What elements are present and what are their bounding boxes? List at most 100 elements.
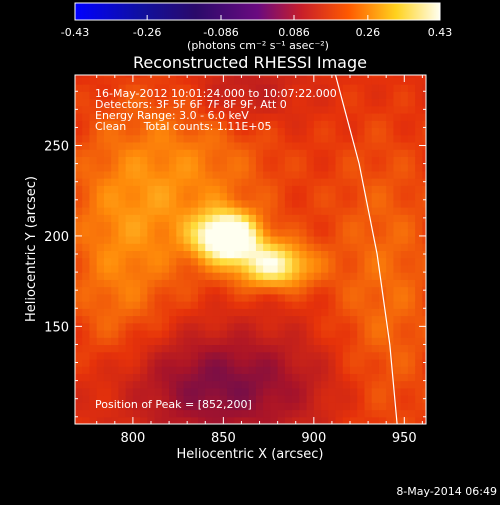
heatmap-cell (234, 366, 243, 374)
heatmap-cell (198, 337, 206, 346)
heatmap-cell (219, 185, 228, 194)
heatmap-cell (335, 279, 344, 288)
heatmap-cell (241, 308, 250, 317)
heatmap-cell (342, 163, 351, 172)
heatmap-cell (357, 322, 366, 331)
heatmap-cell (241, 214, 250, 223)
heatmap-cell (89, 149, 98, 157)
heatmap-cell (212, 373, 221, 382)
heatmap-cell (263, 127, 271, 136)
heatmap-cell (140, 301, 148, 309)
heatmap-cell (386, 337, 395, 346)
heatmap-cell (132, 250, 141, 259)
heatmap-cell (321, 149, 329, 157)
heatmap-cell (357, 228, 366, 237)
heatmap-cell (292, 91, 300, 100)
heatmap-cell (132, 214, 141, 223)
heatmap-cell (277, 163, 286, 172)
heatmap-cell (190, 91, 199, 100)
heatmap-cell (407, 127, 416, 136)
heatmap-cell (393, 322, 402, 331)
heatmap-cell (284, 105, 293, 114)
heatmap-cell (226, 91, 235, 100)
heatmap-cell (378, 351, 387, 360)
heatmap-cell (342, 416, 351, 424)
heatmap-cell (226, 98, 235, 107)
heatmap-cell (255, 214, 264, 223)
heatmap-cell (248, 127, 257, 136)
heatmap-cell (190, 120, 199, 129)
heatmap-cell (169, 149, 177, 157)
heatmap-cell (125, 344, 134, 353)
heatmap-cell (371, 127, 380, 136)
heatmap-cell (190, 141, 199, 150)
heatmap-cell (118, 416, 127, 424)
heatmap-cell (75, 301, 83, 309)
heatmap-cell (364, 264, 373, 273)
heatmap-cell (118, 308, 127, 317)
heatmap-cell (234, 416, 243, 424)
heatmap-cell (205, 250, 214, 259)
heatmap-cell (118, 315, 127, 324)
heatmap-cell (350, 214, 358, 223)
heatmap-cell (255, 409, 264, 418)
heatmap-cell (255, 315, 264, 324)
heatmap-cell (350, 366, 358, 374)
heatmap-cell (176, 207, 185, 215)
heatmap-cell (212, 387, 221, 396)
heatmap-cell (140, 75, 148, 78)
heatmap-cell (400, 344, 409, 353)
heatmap-cell (82, 322, 91, 331)
heatmap-cell (96, 207, 105, 215)
heatmap-cell (422, 185, 426, 194)
heatmap-cell (75, 75, 83, 78)
heatmap-cell (357, 358, 366, 367)
heatmap-cell (161, 235, 170, 244)
heatmap-cell (190, 185, 199, 194)
heatmap-cell (118, 149, 127, 157)
heatmap-cell (321, 373, 329, 382)
heatmap-cell (118, 337, 127, 346)
heatmap-cell (190, 112, 199, 121)
heatmap-cell (378, 91, 387, 100)
heatmap-cell (205, 75, 214, 78)
heatmap-cell (212, 257, 221, 266)
heatmap-cell (407, 272, 416, 280)
heatmap-cell (248, 272, 257, 280)
heatmap-cell (393, 105, 402, 114)
heatmap-cell (140, 76, 148, 85)
heatmap-cell (292, 185, 300, 194)
heatmap-cell (263, 257, 271, 266)
heatmap-cell (226, 315, 235, 324)
heatmap-cell (161, 75, 170, 78)
heatmap-cell (96, 163, 105, 172)
heatmap-cell (306, 395, 315, 403)
heatmap-cell (234, 351, 243, 360)
heatmap-cell (82, 315, 91, 324)
heatmap-cell (407, 170, 416, 179)
heatmap-cell (386, 264, 395, 273)
heatmap-cell (313, 192, 322, 201)
heatmap-cell (132, 351, 141, 360)
heatmap-cell (277, 214, 286, 223)
heatmap-cell (234, 84, 243, 92)
heatmap-cell (328, 416, 337, 424)
heatmap-cell (386, 358, 395, 367)
heatmap-cell (111, 387, 120, 396)
heatmap-cell (277, 272, 286, 280)
heatmap-cell (147, 112, 156, 121)
heatmap-cell (292, 250, 300, 259)
heatmap-cell (407, 351, 416, 360)
heatmap-cell (422, 351, 426, 360)
heatmap-cell (407, 250, 416, 259)
heatmap-cell (328, 337, 337, 346)
heatmap-cell (407, 98, 416, 107)
heatmap-cell (140, 416, 148, 424)
heatmap-cell (183, 178, 192, 186)
heatmap-cell (147, 250, 156, 259)
heatmap-cell (96, 185, 105, 194)
heatmap-cell (103, 337, 112, 346)
heatmap-cell (284, 351, 293, 360)
heatmap-cell (103, 243, 112, 251)
